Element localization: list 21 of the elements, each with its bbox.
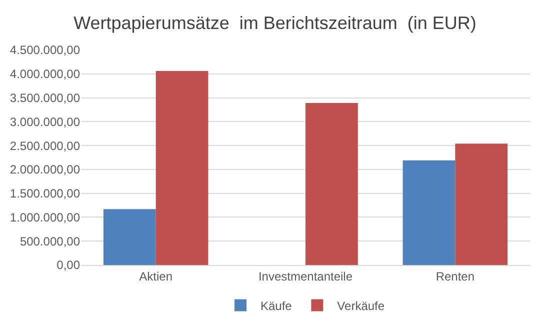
y-tick-label: 3.500.000,00 [10, 90, 80, 105]
x-tick-label: Investmentanteile [258, 269, 353, 284]
bar [306, 103, 358, 265]
y-tick-label: 1.500.000,00 [10, 186, 80, 201]
legend-label: Käufe [260, 298, 292, 313]
y-tick-label: 3.000.000,00 [10, 114, 80, 129]
y-tick-label: 4.500.000,00 [10, 43, 80, 58]
x-tick-label: Aktien [139, 269, 173, 284]
y-tick-label: 1.000.000,00 [10, 210, 80, 224]
y-tick-label: 0,00 [56, 258, 80, 272]
bar [156, 71, 208, 265]
bar [103, 209, 156, 265]
bar [455, 144, 508, 265]
y-tick-label: 4.000.000,00 [10, 67, 80, 82]
y-tick-label: 2.500.000,00 [10, 138, 80, 153]
y-tick-label: 500.000,00 [20, 234, 80, 248]
chart-title: Wertpapierumsätze im Berichtszeitraum (in EUR) [74, 13, 476, 34]
legend-label: Verkäufe [337, 298, 385, 313]
bar [402, 160, 456, 265]
x-tick-label: Renten [436, 269, 475, 284]
y-tick-label: 2.000.000,00 [10, 162, 80, 177]
